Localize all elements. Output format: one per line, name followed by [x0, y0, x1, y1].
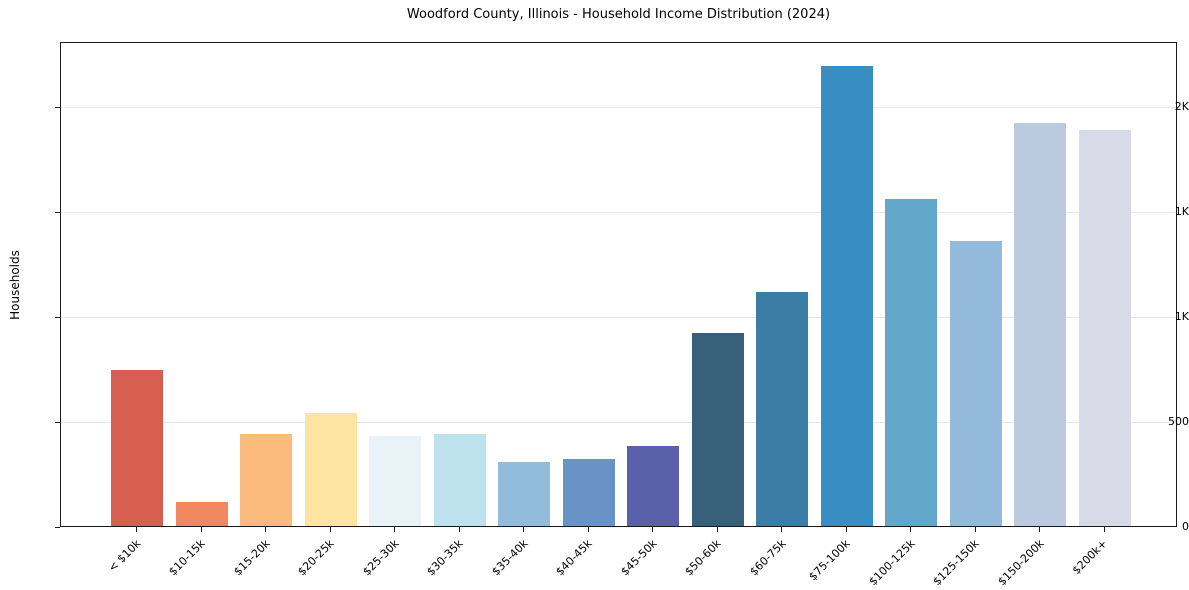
bar-10-15k	[176, 502, 228, 526]
x-tick-mark	[394, 527, 395, 532]
x-tick-mark	[846, 527, 847, 532]
bar-10k	[111, 370, 163, 526]
gridline	[61, 107, 1176, 109]
x-tick-mark	[652, 527, 653, 532]
x-tick-label: $45-50k	[617, 537, 660, 579]
x-tick-label: $60-75k	[746, 537, 789, 579]
y-tick-label: 1K	[1174, 310, 1189, 324]
x-tick-mark	[330, 527, 331, 532]
x-tick-label: $30-35k	[423, 537, 466, 579]
y-tick-mark	[55, 107, 60, 108]
y-tick-label: 1K	[1174, 205, 1189, 219]
y-tick-label: 0	[1182, 520, 1189, 533]
bar-50-60k	[692, 333, 744, 526]
y-tick-label: 500	[1168, 415, 1189, 429]
gridline	[61, 212, 1176, 214]
x-tick-mark	[265, 527, 266, 532]
bar-15-20k	[240, 434, 292, 526]
x-tick-mark	[910, 527, 911, 532]
bar-150-200k	[1014, 123, 1066, 526]
x-tick-mark	[781, 527, 782, 532]
x-tick-mark	[136, 527, 137, 532]
bar-25-30k	[369, 436, 421, 526]
x-tick-label: $40-45k	[552, 537, 595, 579]
bar-40-45k	[563, 459, 615, 526]
chart-title: Woodford County, Illinois - Household In…	[406, 7, 831, 22]
y-tick-mark	[55, 422, 60, 423]
bar-20-25k	[305, 413, 357, 526]
x-tick-mark	[459, 527, 460, 532]
bar-60-75k	[756, 292, 808, 526]
x-tick-mark	[717, 527, 718, 532]
x-tick-mark	[523, 527, 524, 532]
bar-200k	[1079, 130, 1131, 526]
x-tick-label: $125-150k	[930, 537, 982, 589]
x-tick-label: $50-60k	[681, 537, 724, 579]
bar-35-40k	[498, 462, 550, 526]
x-tick-label: $10-15k	[165, 537, 208, 579]
plot-area	[60, 42, 1177, 527]
x-tick-label: $15-20k	[230, 537, 273, 579]
bar-45-50k	[627, 446, 679, 526]
x-tick-label: $150-200k	[995, 537, 1047, 589]
x-tick-mark	[975, 527, 976, 532]
x-tick-label: $25-30k	[359, 537, 402, 579]
x-tick-label: $20-25k	[294, 537, 337, 579]
bar-30-35k	[434, 434, 486, 526]
y-tick-mark	[55, 527, 60, 528]
y-tick-mark	[55, 212, 60, 213]
x-tick-label: < $10k	[105, 537, 144, 575]
x-tick-labels-layer: < $10k $10-15k $15-20k $20-25k $25-30k $30-35…	[60, 528, 1177, 590]
y-tick-label: 2K	[1174, 100, 1189, 114]
bar-100-125k	[885, 199, 937, 526]
x-tick-mark	[588, 527, 589, 532]
gridline	[61, 317, 1176, 319]
bar-75-100k	[821, 66, 873, 526]
x-tick-mark	[1104, 527, 1105, 532]
y-tick-mark	[55, 317, 60, 318]
x-tick-label: $200k+	[1070, 537, 1111, 578]
x-tick-label: $35-40k	[488, 537, 531, 579]
x-tick-mark	[1039, 527, 1040, 532]
x-tick-label: $100-125k	[866, 537, 918, 589]
x-tick-label: $75-100k	[805, 537, 853, 584]
bar-125-150k	[950, 241, 1002, 526]
x-tick-mark	[201, 527, 202, 532]
gridline	[61, 422, 1176, 424]
